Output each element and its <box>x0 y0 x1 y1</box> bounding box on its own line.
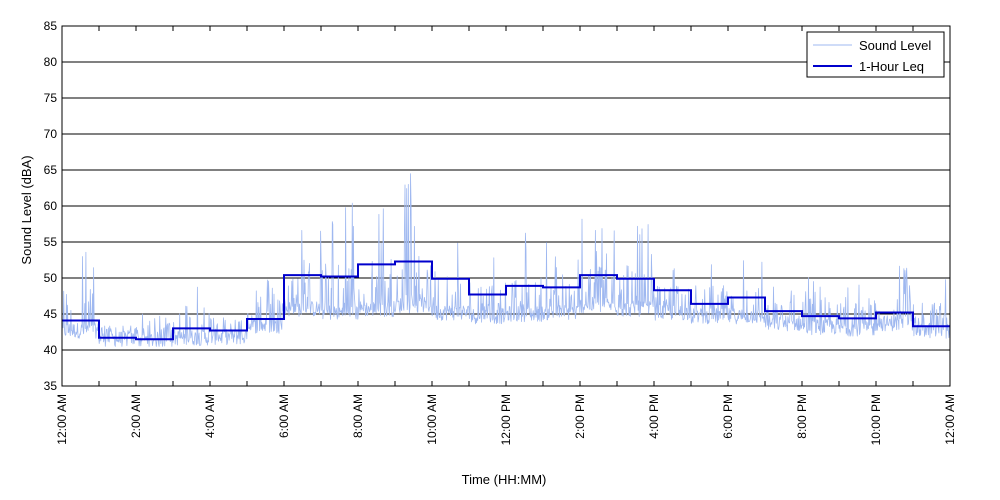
x-tick-label: 4:00 PM <box>647 394 661 439</box>
legend: Sound Level 1-Hour Leq <box>806 31 945 78</box>
x-tick-label: 2:00 PM <box>573 394 587 439</box>
y-tick-labels: 35 40 45 50 55 60 65 70 75 80 85 <box>44 19 58 393</box>
x-tick-label: 10:00 AM <box>425 394 439 445</box>
series-layer <box>61 173 951 347</box>
legend-box <box>806 31 945 78</box>
y-tick-label: 60 <box>44 199 58 213</box>
y-tick-label: 80 <box>44 55 58 69</box>
x-tick-label: 8:00 AM <box>351 394 365 438</box>
x-tick-label: 12:00 AM <box>55 394 69 445</box>
x-tick-label: 6:00 AM <box>277 394 291 438</box>
x-tick-label: 12:00 AM <box>943 394 957 445</box>
legend-label-leq: 1-Hour Leq <box>859 59 924 74</box>
y-axis-title: Sound Level (dBA) <box>19 155 34 264</box>
y-tick-label: 65 <box>44 163 58 177</box>
y-tick-label: 55 <box>44 235 58 249</box>
x-tick-label: 4:00 AM <box>203 394 217 438</box>
x-tick-label: 2:00 AM <box>129 394 143 438</box>
y-tick-label: 85 <box>44 19 58 33</box>
x-axis-title: Time (HH:MM) <box>462 472 547 487</box>
y-tick-label: 45 <box>44 307 58 321</box>
y-tick-label: 50 <box>44 271 58 285</box>
plot-frame <box>61 25 951 387</box>
y-tick-label: 75 <box>44 91 58 105</box>
legend-label-sound-level: Sound Level <box>859 38 931 53</box>
x-tick-label: 12:00 PM <box>499 394 513 445</box>
leq-series-line <box>62 260 950 341</box>
x-tick-label: 10:00 PM <box>869 394 883 445</box>
y-tick-label: 40 <box>44 343 58 357</box>
y-tick-label: 70 <box>44 127 58 141</box>
x-tick-labels: 12:00 AM 2:00 AM 4:00 AM 6:00 AM 8:00 AM 10:0… <box>55 394 957 445</box>
x-tick-label: 6:00 PM <box>721 394 735 439</box>
y-tick-label: 35 <box>44 379 58 393</box>
x-tick-label: 8:00 PM <box>795 394 809 439</box>
sound-level-series-line <box>61 173 951 347</box>
